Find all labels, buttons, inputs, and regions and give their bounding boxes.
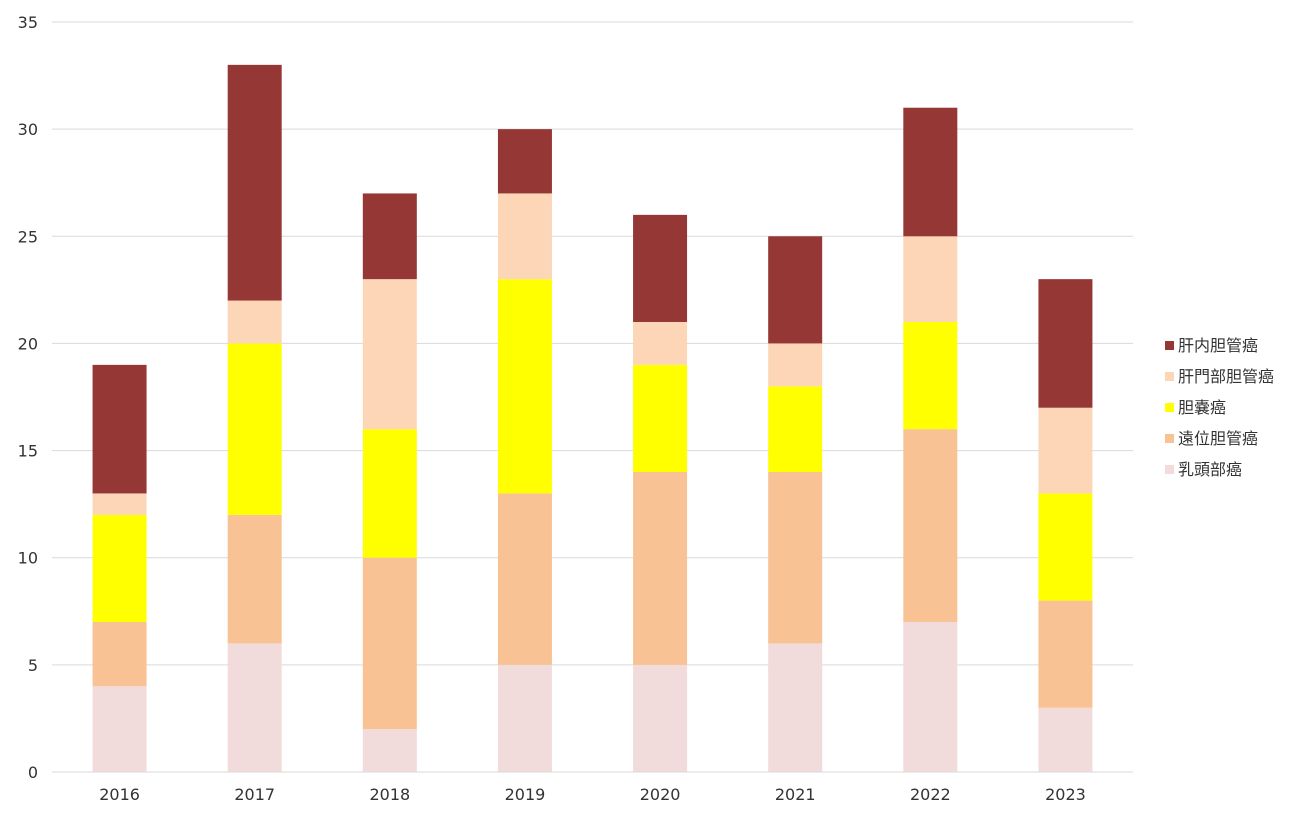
bar-segment (1038, 707, 1093, 772)
legend-swatch (1165, 403, 1174, 412)
y-tick-label: 10 (18, 549, 38, 568)
y-tick-label: 20 (18, 334, 38, 353)
axes: 0 5 10 15 20 25 30 35 2016 2017 2018 2019 2020 2021 20… (18, 13, 1133, 804)
bar-segment (1038, 600, 1093, 708)
legend-swatch (1165, 341, 1174, 350)
x-tick-label: 2023 (1045, 785, 1086, 804)
bar-segment (633, 214, 688, 322)
bar-segment (1038, 493, 1093, 601)
x-tick-label: 2016 (99, 785, 140, 804)
bar-segment (362, 557, 417, 730)
y-tick-label: 25 (18, 227, 38, 246)
bar-segment (227, 64, 282, 301)
gridlines (52, 21, 1133, 773)
bar-segment (1038, 407, 1093, 494)
legend-label: 肝内胆管癌 (1178, 336, 1258, 355)
bar-segment (768, 643, 823, 772)
bar-segment (497, 493, 552, 665)
legend-label: 遠位胆管癌 (1178, 429, 1258, 448)
bar-segment (497, 279, 552, 494)
x-tick-label: 2019 (505, 785, 546, 804)
x-tick-label: 2017 (234, 785, 275, 804)
bar-segment (92, 622, 147, 687)
x-tick-label: 2022 (910, 785, 951, 804)
bar-segment (362, 729, 417, 772)
y-tick-label: 0 (28, 763, 38, 782)
bar-segment (227, 643, 282, 772)
bar-segment (633, 322, 688, 365)
bar-segment (903, 322, 958, 430)
bar-segment (903, 622, 958, 772)
y-tick-label: 30 (18, 120, 38, 139)
bar-segment (768, 236, 823, 344)
y-tick-label: 15 (18, 442, 38, 461)
bar-segment (362, 279, 417, 430)
y-tick-label: 5 (28, 656, 38, 675)
bar-segment (903, 236, 958, 322)
bar-segment (903, 429, 958, 622)
bar-segment (768, 343, 823, 387)
legend-swatch (1165, 372, 1174, 381)
bar-segment (92, 364, 147, 494)
bar-segment (768, 472, 823, 644)
x-tick-label: 2018 (369, 785, 410, 804)
bar-segment (497, 193, 552, 280)
x-tick-label: 2021 (775, 785, 816, 804)
bar-segment (768, 386, 823, 472)
legend-swatch (1165, 465, 1174, 474)
bar-segment (92, 493, 147, 515)
x-tick-label: 2020 (640, 785, 681, 804)
bar-segment (497, 129, 552, 194)
legend-label: 肝門部胆管癌 (1178, 367, 1274, 386)
bar-segment (633, 364, 688, 472)
bar-segment (92, 686, 147, 772)
bar-segment (1038, 279, 1093, 408)
bar-segment (227, 514, 282, 644)
y-tick-label: 35 (18, 13, 38, 32)
bar-segment (362, 193, 417, 280)
bar-segment (92, 514, 147, 622)
bar-segment (633, 664, 688, 772)
legend-label: 乳頭部癌 (1178, 460, 1242, 479)
bar-segment (497, 664, 552, 772)
bar-segment (227, 300, 282, 344)
bars (92, 64, 1093, 772)
bar-segment (903, 107, 958, 237)
legend-swatch (1165, 434, 1174, 443)
bar-segment (227, 343, 282, 515)
bar-segment (633, 472, 688, 665)
bar-segment (362, 429, 417, 558)
legend-label: 胆嚢癌 (1178, 398, 1226, 417)
